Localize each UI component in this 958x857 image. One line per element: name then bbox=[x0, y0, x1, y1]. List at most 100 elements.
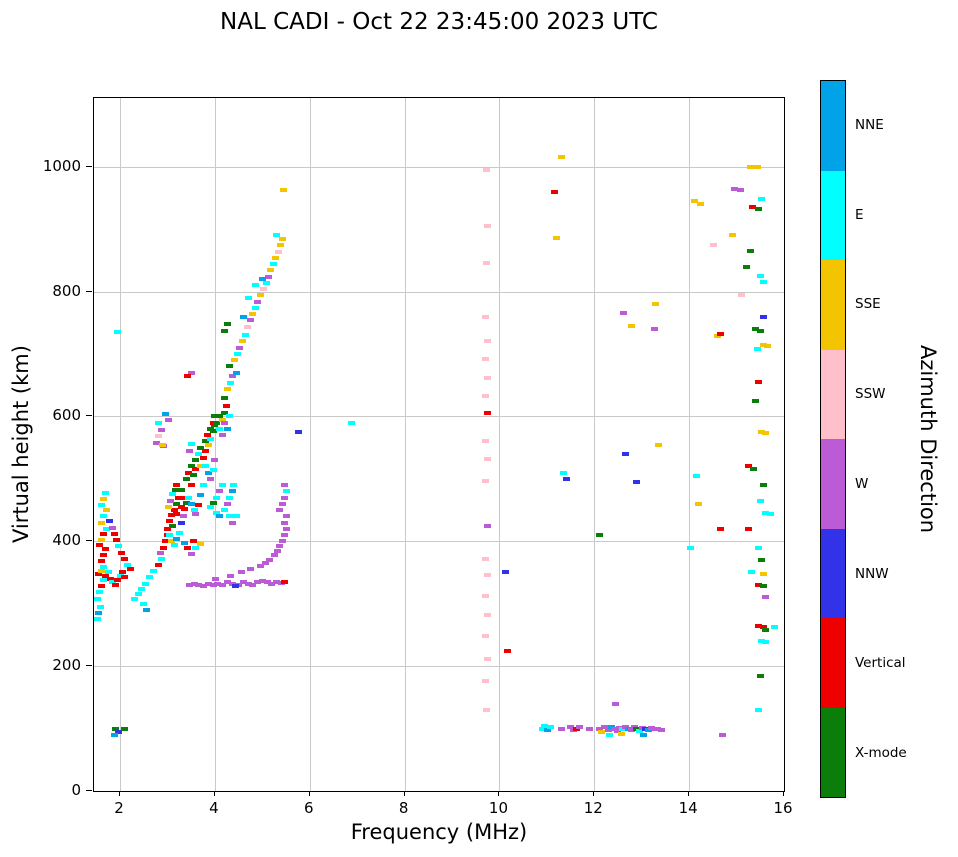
data-point bbox=[173, 501, 181, 506]
data-point bbox=[121, 556, 129, 561]
y-tick-label: 200 bbox=[52, 656, 81, 675]
data-point bbox=[206, 476, 214, 481]
data-point bbox=[759, 483, 767, 488]
data-point bbox=[610, 726, 618, 731]
data-point bbox=[482, 261, 490, 266]
data-point bbox=[216, 426, 224, 431]
x-tick-mark bbox=[119, 791, 121, 796]
data-point bbox=[239, 580, 247, 585]
data-point bbox=[178, 488, 186, 493]
data-point bbox=[718, 732, 726, 737]
data-point bbox=[270, 262, 278, 267]
data-point bbox=[481, 479, 489, 484]
data-point bbox=[483, 656, 491, 661]
data-point bbox=[206, 504, 214, 509]
data-point bbox=[757, 430, 765, 434]
x-tick-mark bbox=[688, 791, 690, 796]
data-point bbox=[633, 726, 641, 731]
data-point bbox=[280, 520, 288, 525]
data-point bbox=[246, 318, 254, 323]
data-point bbox=[231, 358, 239, 363]
y-tick-label: 400 bbox=[52, 531, 81, 550]
y-tick-label: 1000 bbox=[42, 156, 81, 175]
data-point bbox=[216, 414, 224, 419]
y-gridline bbox=[94, 416, 784, 418]
data-point bbox=[167, 539, 175, 544]
data-point bbox=[294, 430, 302, 434]
data-point bbox=[114, 544, 122, 549]
data-point bbox=[197, 464, 205, 469]
data-point bbox=[178, 520, 186, 525]
data-point bbox=[611, 701, 619, 706]
data-point bbox=[747, 164, 755, 169]
x-axis-label: Frequency (MHz) bbox=[350, 820, 528, 844]
data-point bbox=[201, 449, 209, 454]
x-tick-label: 6 bbox=[303, 799, 314, 817]
data-point bbox=[121, 726, 129, 731]
data-point bbox=[102, 546, 110, 551]
data-point bbox=[736, 187, 744, 192]
data-point bbox=[219, 433, 226, 438]
y-tick-mark bbox=[86, 790, 92, 791]
data-point bbox=[204, 581, 212, 586]
data-point bbox=[175, 495, 183, 500]
colorbar bbox=[820, 80, 846, 798]
colorbar-category-label: NNE bbox=[855, 116, 884, 133]
data-point bbox=[274, 249, 282, 254]
data-point bbox=[226, 380, 234, 385]
data-point bbox=[754, 582, 762, 587]
data-point bbox=[481, 314, 489, 319]
data-point bbox=[481, 556, 489, 561]
data-point bbox=[731, 186, 739, 191]
data-point bbox=[97, 559, 105, 564]
data-point bbox=[145, 575, 153, 580]
data-point bbox=[192, 458, 200, 463]
data-point bbox=[560, 470, 568, 475]
y-axis-label: Virtual height (km) bbox=[9, 345, 33, 544]
x-gridline bbox=[404, 98, 406, 791]
data-point bbox=[254, 299, 262, 304]
data-point bbox=[97, 584, 105, 589]
data-point bbox=[747, 248, 755, 253]
data-point bbox=[228, 520, 236, 525]
data-point bbox=[598, 729, 606, 734]
data-point bbox=[691, 199, 699, 203]
data-point bbox=[249, 312, 257, 317]
data-point bbox=[273, 580, 281, 585]
data-point bbox=[223, 322, 231, 326]
data-point bbox=[97, 520, 105, 525]
plot-area bbox=[93, 97, 785, 792]
data-point bbox=[280, 533, 288, 538]
data-point bbox=[216, 514, 224, 519]
data-point bbox=[103, 526, 111, 531]
data-point bbox=[627, 727, 635, 732]
colorbar-segment-nne bbox=[821, 81, 845, 171]
data-point bbox=[272, 255, 280, 260]
data-point bbox=[183, 374, 191, 379]
data-point bbox=[190, 581, 198, 586]
data-point bbox=[234, 351, 242, 356]
y-tick-mark bbox=[86, 540, 92, 542]
data-point bbox=[622, 451, 630, 456]
data-point bbox=[212, 576, 220, 581]
data-point bbox=[200, 584, 208, 589]
data-point bbox=[754, 206, 762, 211]
data-point bbox=[716, 526, 724, 531]
data-point bbox=[121, 575, 129, 580]
data-point bbox=[759, 342, 767, 347]
data-point bbox=[99, 553, 107, 557]
data-point bbox=[714, 334, 722, 339]
data-point bbox=[173, 483, 181, 488]
data-point bbox=[197, 445, 205, 450]
data-point bbox=[693, 473, 701, 478]
data-point bbox=[595, 726, 603, 731]
data-point bbox=[192, 545, 200, 550]
data-point bbox=[282, 526, 290, 531]
data-point bbox=[750, 467, 758, 472]
data-point bbox=[154, 562, 162, 567]
data-point bbox=[164, 418, 172, 423]
data-point bbox=[102, 574, 110, 579]
y-tick-mark bbox=[86, 165, 92, 167]
data-point bbox=[748, 570, 756, 575]
data-point bbox=[223, 426, 231, 431]
